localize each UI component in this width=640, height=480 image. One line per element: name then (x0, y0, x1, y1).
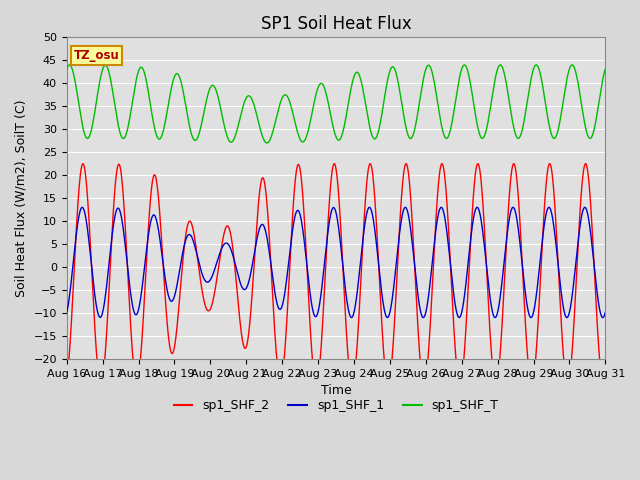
X-axis label: Time: Time (321, 384, 351, 397)
Legend: sp1_SHF_2, sp1_SHF_1, sp1_SHF_T: sp1_SHF_2, sp1_SHF_1, sp1_SHF_T (168, 394, 504, 417)
Title: SP1 Soil Heat Flux: SP1 Soil Heat Flux (260, 15, 412, 33)
Text: TZ_osu: TZ_osu (74, 48, 120, 61)
Y-axis label: Soil Heat Flux (W/m2), SoilT (C): Soil Heat Flux (W/m2), SoilT (C) (15, 99, 28, 297)
